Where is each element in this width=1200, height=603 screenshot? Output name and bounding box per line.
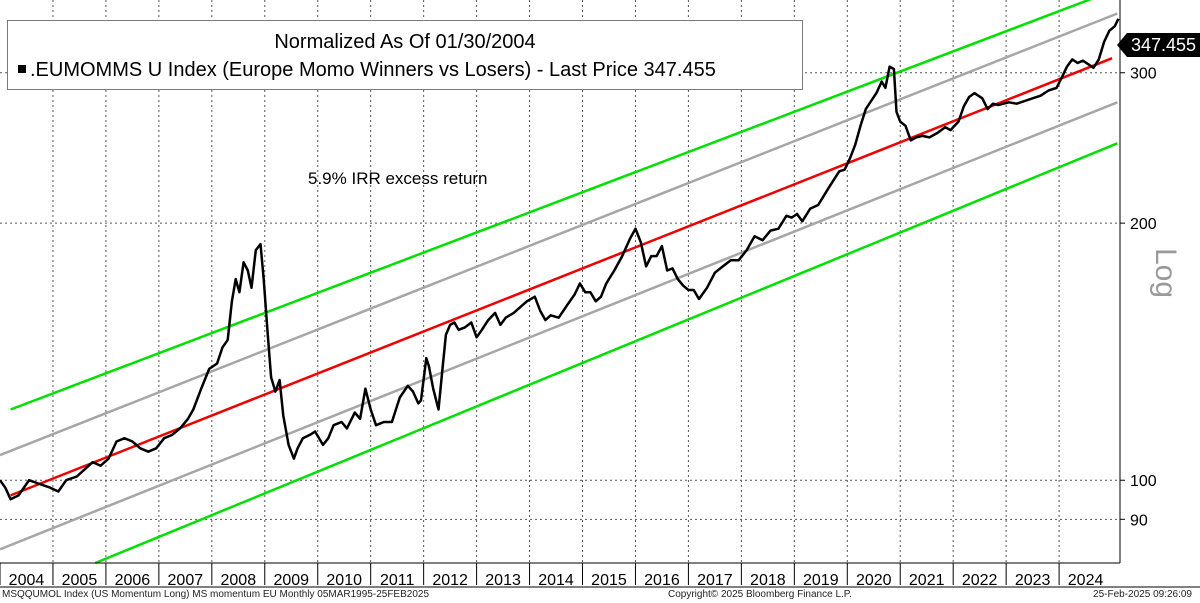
x-tick-label: 2013 <box>485 572 521 589</box>
y-tick-label: 200 <box>1130 216 1157 233</box>
irr-annotation: 5.9% IRR excess return <box>308 169 488 188</box>
chart-title: Normalized As Of 01/30/2004 <box>274 31 536 53</box>
legend-box: Normalized As Of 01/30/2004 .EUMOMMS U I… <box>7 20 803 90</box>
x-tick-label: 2008 <box>221 572 257 589</box>
upper-band-2-line <box>10 0 1092 411</box>
log-scale-label: Log <box>1149 247 1183 299</box>
x-tick-label: 2015 <box>591 572 627 589</box>
upper-band-1-line <box>0 12 1118 457</box>
footer-copyright: Copyright© 2025 Bloomberg Finance L.P. <box>668 589 852 600</box>
y-axis-ticks: 90 100 200 300 <box>1120 66 1157 529</box>
price-series <box>0 18 1120 501</box>
x-tick-label: 2017 <box>697 572 733 589</box>
trend-line <box>10 57 1113 497</box>
footer-source: MSQQUMOL Index (US Momentum Long) MS mom… <box>2 589 430 600</box>
y-tick-label: 90 <box>1130 512 1148 529</box>
price-line <box>0 18 1120 501</box>
x-tick-label: 2006 <box>115 572 151 589</box>
x-tick-label: 2012 <box>432 572 468 589</box>
trend-bands <box>0 0 1118 565</box>
x-axis-ticks: 2004 2005 2006 2007 2008 2009 2010 2011 2012 2013… <box>0 563 1103 589</box>
x-tick-label: 2022 <box>962 572 998 589</box>
x-tick-label: 2009 <box>273 572 309 589</box>
x-tick-label: 2024 <box>1068 572 1104 589</box>
lower-band-1-line <box>0 101 1118 551</box>
y-tick-label: 300 <box>1130 66 1157 83</box>
x-tick-label: 2011 <box>380 572 415 589</box>
legend-entry: .EUMOMMS U Index (Europe Momo Winners vs… <box>18 59 716 82</box>
x-tick-label: 2018 <box>750 572 786 589</box>
x-tick-label: 2021 <box>909 572 945 589</box>
lower-band-2-line <box>94 142 1118 565</box>
x-tick-label: 2005 <box>62 572 98 589</box>
x-tick-label: 2023 <box>1015 572 1051 589</box>
axes <box>0 0 1200 588</box>
x-tick-label: 2010 <box>326 572 362 589</box>
legend-last-price: 347.455 <box>643 59 716 81</box>
x-tick-label: 2004 <box>9 572 45 589</box>
x-tick-label: 2007 <box>168 572 204 589</box>
x-tick-label: 2020 <box>856 572 892 589</box>
legend-label: .EUMOMMS U Index (Europe Momo Winners vs… <box>30 59 638 81</box>
x-tick-label: 2019 <box>803 572 839 589</box>
x-tick-label: 2016 <box>644 572 680 589</box>
footer-timestamp: 25-Feb-2025 09:26:09 <box>1093 589 1192 600</box>
legend-marker-icon <box>18 64 26 73</box>
last-price-tag: 347.455 <box>1116 33 1200 57</box>
x-tick-label: 2014 <box>538 572 574 589</box>
y-tick-label: 100 <box>1130 473 1157 490</box>
